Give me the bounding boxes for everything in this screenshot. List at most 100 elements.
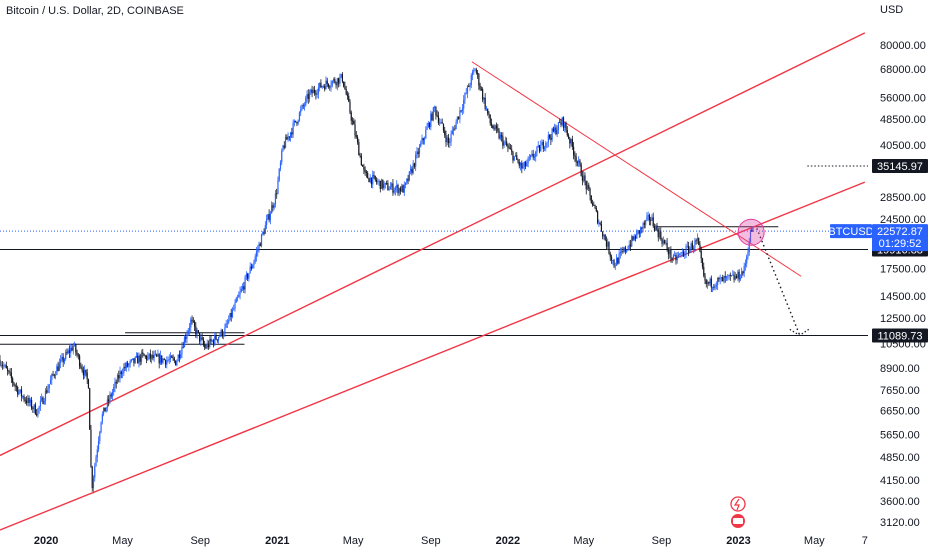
time-tick-label: 7 [862, 535, 868, 547]
candle-body [389, 186, 392, 190]
candle-body [190, 319, 192, 328]
candle-body [1, 364, 4, 366]
candle-body [410, 168, 412, 172]
price-tick-label: 68000.00 [880, 64, 926, 76]
candle-body [220, 330, 222, 336]
candle-body [561, 117, 563, 125]
candle-body [247, 274, 249, 279]
candle-body [646, 216, 648, 221]
candle-body [631, 236, 633, 247]
candle-body [57, 366, 59, 371]
candle-body [541, 141, 543, 146]
candle-body [636, 231, 638, 239]
candle-body [308, 92, 311, 100]
candle-body [171, 355, 173, 358]
candle-body [134, 357, 136, 363]
candle-body [394, 187, 397, 191]
candle-body [714, 286, 716, 288]
candle-body [612, 260, 614, 262]
candle-body [219, 335, 221, 337]
candle-body [608, 242, 610, 254]
candle-body [532, 153, 534, 158]
candle-body [619, 252, 621, 254]
candle-body [151, 354, 153, 359]
candle-body [319, 82, 321, 88]
candle-body [132, 358, 134, 360]
candle-body [680, 252, 682, 254]
candle-body [676, 256, 678, 261]
symbol-badge [830, 224, 872, 239]
candle-body [80, 366, 82, 368]
candle-body [597, 211, 599, 224]
candle-body [186, 334, 188, 339]
candle-body [531, 153, 533, 156]
candle-body [373, 175, 375, 176]
candle-body [591, 203, 594, 206]
candle-body [393, 190, 395, 193]
candle-body [293, 120, 295, 123]
candle-body [108, 399, 110, 402]
candle-body [535, 152, 537, 157]
candle-body [123, 366, 125, 374]
candle-body [303, 104, 306, 106]
currency-label: USD [880, 4, 903, 16]
candle-body [120, 371, 122, 374]
candle-body [375, 179, 378, 183]
candle-body [599, 222, 601, 225]
candle-body [145, 355, 148, 360]
candle-body [331, 80, 333, 86]
candle-body [378, 180, 380, 182]
candle-body [44, 390, 47, 401]
candle-body [386, 182, 388, 184]
candle-body [380, 179, 383, 189]
candle-body [23, 396, 25, 400]
candle-body [447, 137, 450, 144]
time-tick-label: May [343, 535, 364, 547]
overlay-drawings [737, 218, 810, 337]
candle-body [62, 356, 64, 363]
candle-body [288, 136, 290, 138]
candle-body [679, 253, 681, 255]
candle-body [178, 354, 181, 358]
candle-body [492, 125, 494, 129]
candle-body [388, 189, 390, 191]
candle-body [463, 99, 465, 109]
candle-body [648, 215, 651, 221]
candle-body [265, 219, 268, 226]
candle-body [603, 234, 605, 237]
candle-body [504, 141, 506, 143]
candle-body [690, 243, 692, 249]
candle-body [206, 343, 208, 348]
candle-body [569, 138, 571, 144]
candle-body [404, 182, 407, 186]
candle-body [254, 256, 256, 262]
trendline [471, 61, 802, 277]
chart-title: Bitcoin / U.S. Dollar, 2D, COINBASE [6, 5, 184, 17]
candle-body [75, 344, 77, 353]
candle-body [391, 183, 393, 187]
candle-body [372, 175, 374, 185]
candle-body [406, 178, 408, 183]
candle-body [201, 337, 203, 340]
candle-body [618, 253, 620, 264]
candle-body [432, 107, 434, 121]
candle-body [110, 394, 112, 397]
candle-body [51, 374, 53, 380]
candle-body [217, 336, 220, 341]
candle-body [72, 345, 74, 351]
candle-body [413, 163, 416, 167]
candle-body [197, 330, 199, 333]
projection-arrowhead [789, 328, 810, 337]
projection-arrow [756, 228, 801, 336]
candle-body [502, 136, 504, 146]
candle-body [696, 238, 699, 241]
candle-body [351, 120, 354, 122]
candle-body [710, 278, 712, 288]
candle-body [725, 276, 728, 278]
candle-body [522, 166, 524, 169]
candle-body [559, 122, 561, 124]
candle-body [488, 113, 490, 115]
candle-body [663, 240, 666, 244]
candle-body [509, 148, 512, 150]
